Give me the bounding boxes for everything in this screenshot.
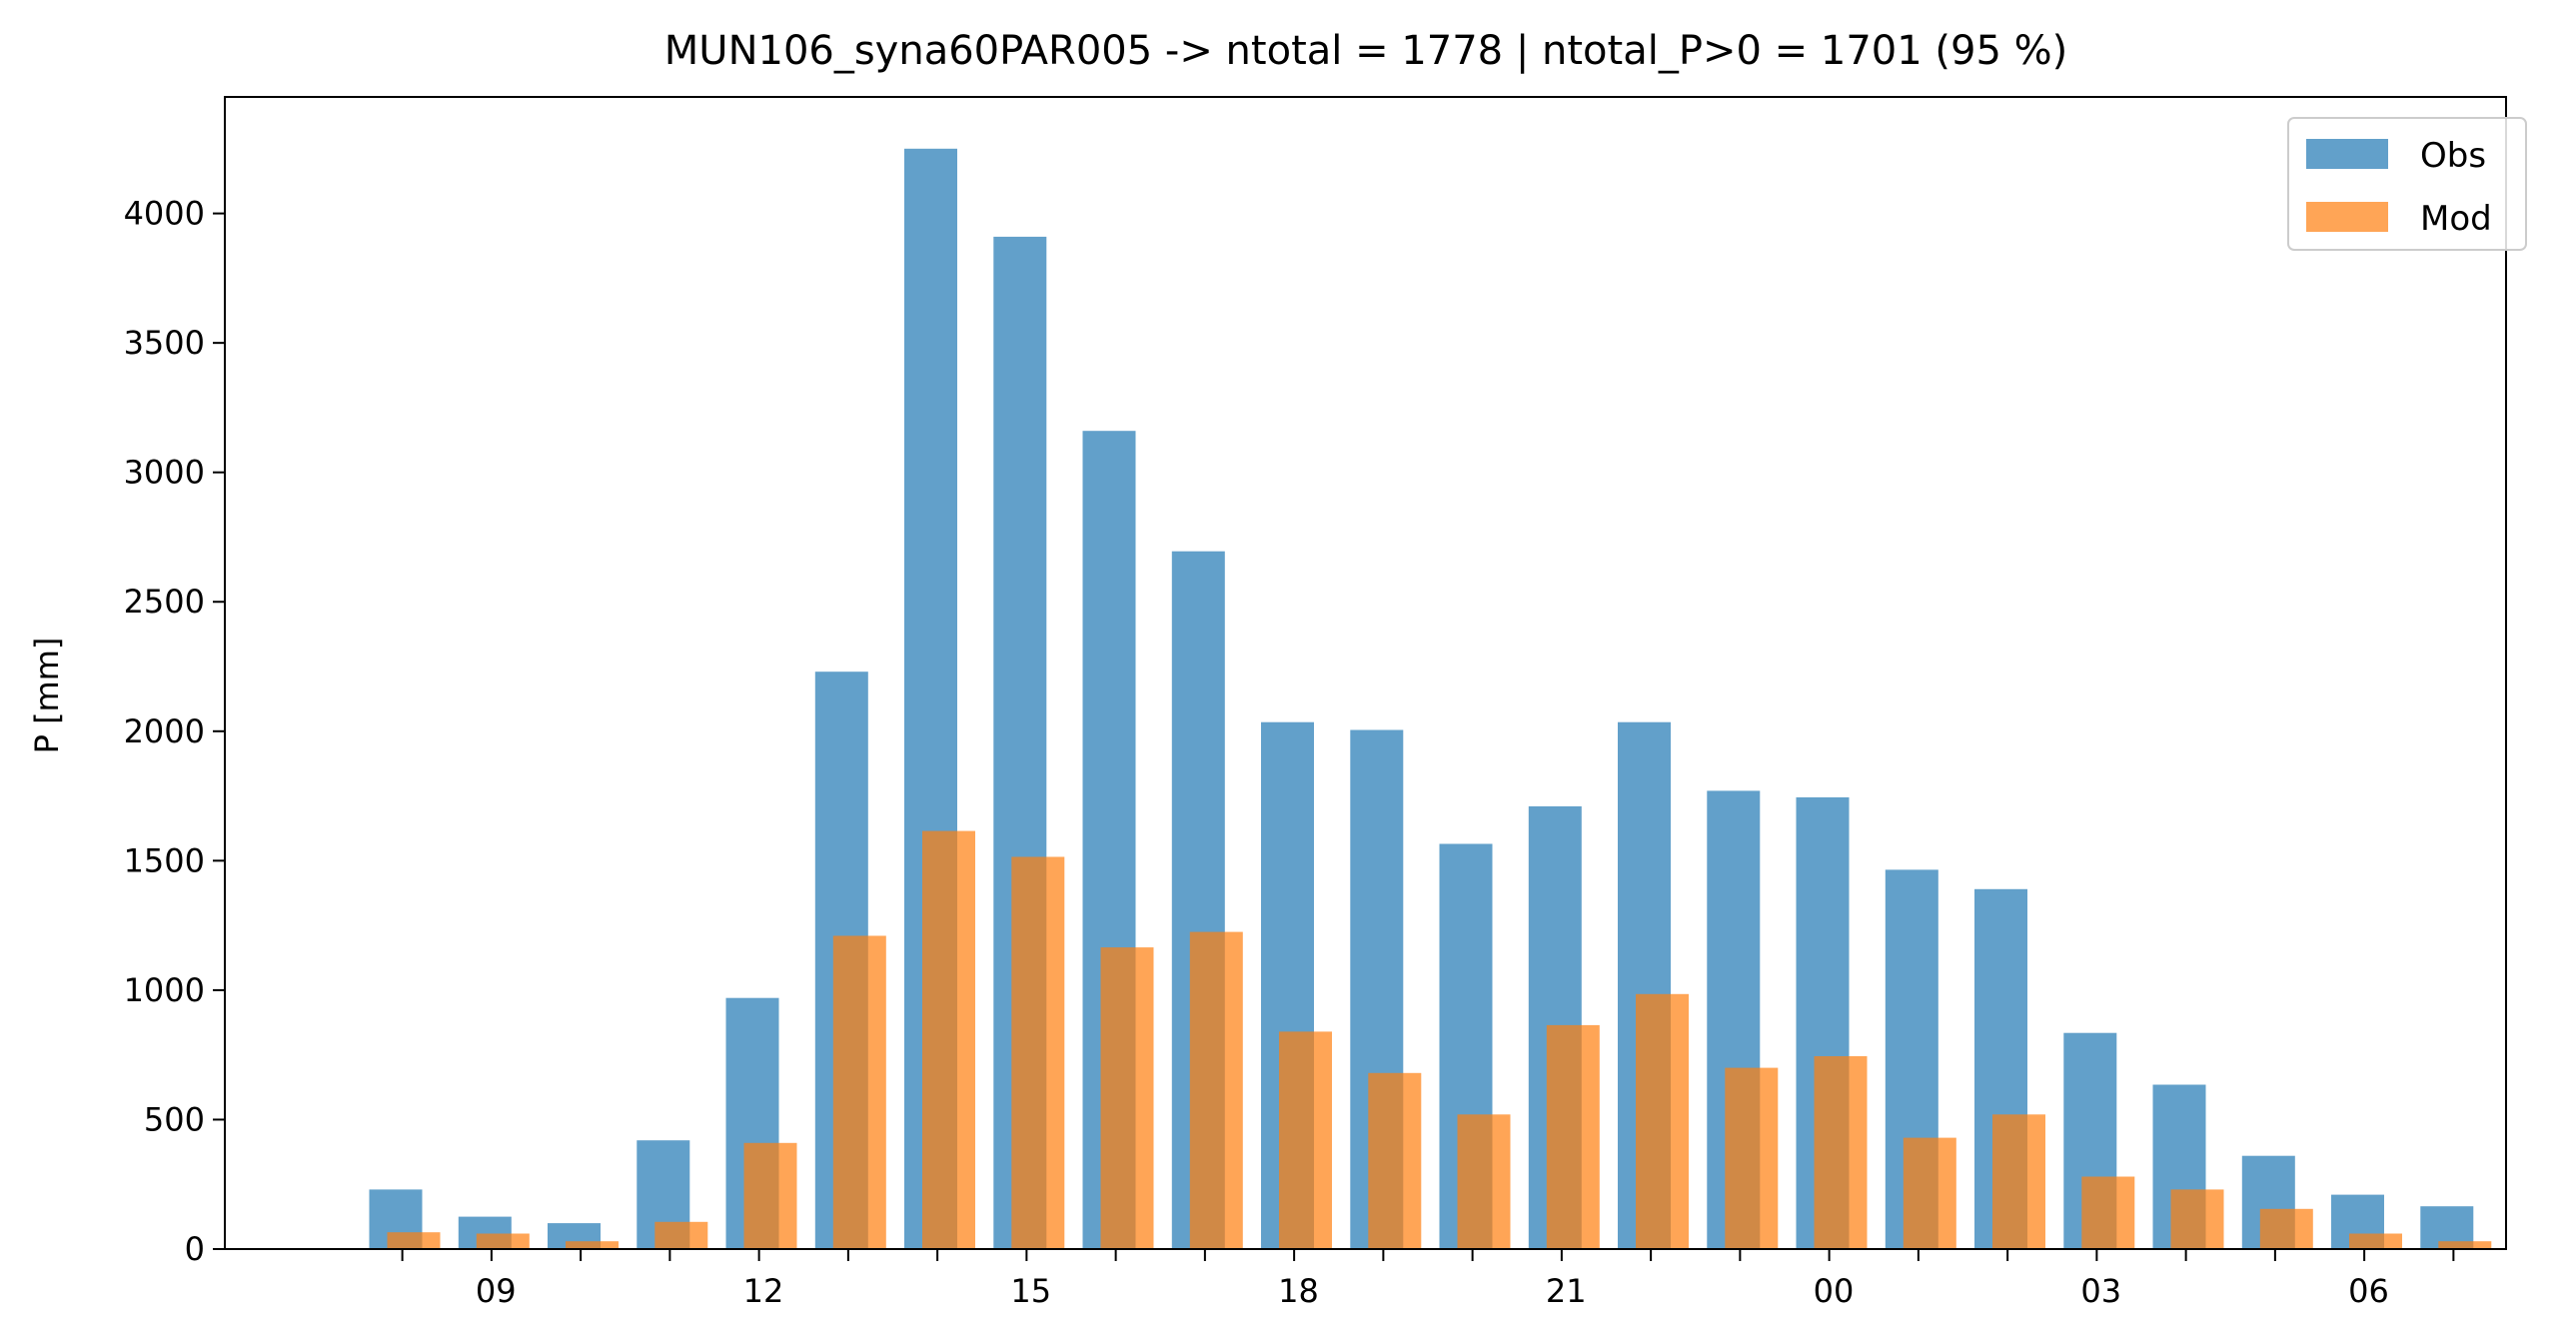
x-tick-label: 03 [2080, 1272, 2121, 1310]
bar-mod-04 [2170, 1189, 2224, 1249]
legend: Obs Mod [2287, 117, 2527, 251]
y-tick-label: 1500 [124, 841, 205, 879]
bar-mod-02 [1992, 1114, 2045, 1249]
y-tick-label: 0 [185, 1230, 205, 1268]
bar-mod-22 [1636, 993, 1689, 1249]
x-tick-label: 21 [1546, 1272, 1587, 1310]
bar-mod-07 [2438, 1241, 2492, 1249]
x-tick-label: 18 [1278, 1272, 1319, 1310]
axes-layer: 0 500 1000 1500 2000 2500 3000 3500 4000 09 12 15 18… [124, 96, 2507, 1310]
x-tick-label: 09 [476, 1272, 517, 1310]
y-tick-label: 500 [144, 1100, 205, 1138]
bar-mod-23 [1725, 1067, 1779, 1249]
y-tick-label: 4000 [124, 195, 205, 233]
x-tick-label: 12 [743, 1272, 784, 1310]
legend-label-obs: Obs [2420, 136, 2486, 176]
x-tick-label: 15 [1010, 1272, 1051, 1310]
bar-mod-09 [476, 1233, 530, 1249]
bar-mod-19 [1368, 1072, 1422, 1249]
bar-mod-15 [1011, 856, 1065, 1249]
legend-swatch-obs [2306, 139, 2388, 169]
y-axis-label: P [mm] [28, 638, 66, 754]
legend-label-mod: Mod [2420, 199, 2492, 239]
plot-frame [224, 96, 2507, 1250]
bar-mod-14 [922, 830, 975, 1249]
bar-mod-20 [1457, 1114, 1511, 1249]
bar-mod-06 [2349, 1233, 2402, 1249]
x-tick-label: 00 [1814, 1272, 1855, 1310]
bar-mod-12 [743, 1142, 797, 1249]
bar-mod-00 [1814, 1056, 1868, 1249]
bar-mod-03 [2081, 1176, 2135, 1249]
bar-mod-08 [387, 1232, 441, 1249]
bar-mod-05 [2259, 1208, 2313, 1249]
bar-mod-18 [1279, 1031, 1332, 1249]
bars-layer [369, 148, 2492, 1249]
x-tick-label: 06 [2348, 1272, 2389, 1310]
legend-swatch-mod [2306, 202, 2388, 232]
bar-mod-21 [1546, 1024, 1600, 1249]
y-tick-label: 2000 [124, 712, 205, 750]
bar-mod-01 [1903, 1137, 1956, 1249]
bar-mod-17 [1189, 931, 1243, 1249]
y-tick-label: 3500 [124, 324, 205, 362]
bar-mod-10 [566, 1241, 619, 1249]
bar-mod-13 [832, 935, 886, 1249]
bar-mod-11 [654, 1221, 708, 1249]
chart-title: MUN106_syna60PAR005 -> ntotal = 1778 | n… [664, 28, 2067, 74]
y-tick-label: 2500 [124, 583, 205, 621]
y-tick-label: 1000 [124, 971, 205, 1009]
y-tick-label: 3000 [124, 454, 205, 492]
bar-mod-16 [1100, 947, 1154, 1249]
